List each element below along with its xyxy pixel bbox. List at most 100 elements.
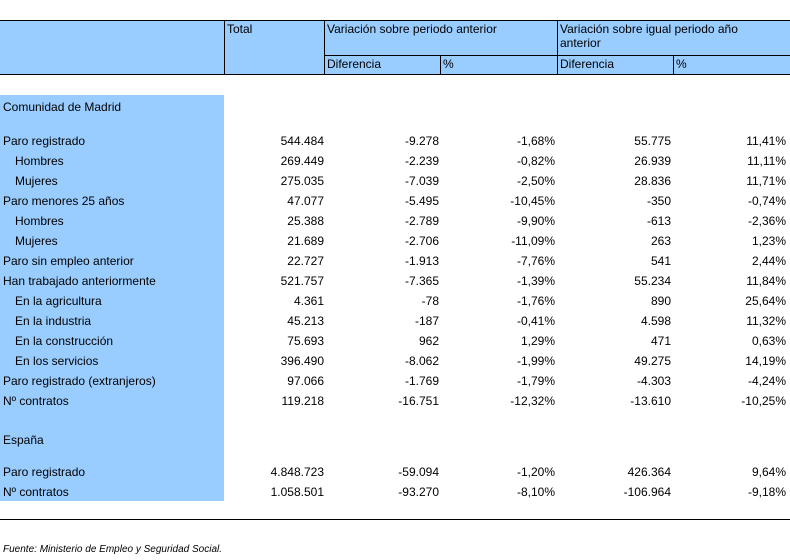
header-diff-year: Diferencia <box>560 57 615 71</box>
cell-diff-prev: -59.094 <box>398 465 439 479</box>
cell-pct-prev: -1,39% <box>516 274 555 288</box>
table-row: Paro registrado (extranjeros) 97.066 -1.76… <box>0 371 790 391</box>
table-row: En los servicios 396.490 -8.062 -1,99% 49.27… <box>0 351 790 371</box>
cell-pct-year: 2,44% <box>751 254 786 268</box>
cell-diff-prev: -1.913 <box>404 254 439 268</box>
row-label: En los servicios <box>15 354 99 368</box>
cell-total: 275.035 <box>280 174 324 188</box>
table-row: Han trabajado anteriormente 521.757 -7.365… <box>0 271 790 291</box>
section-title-spain: España <box>3 433 44 447</box>
cell-pct-year: -10,25% <box>741 394 786 408</box>
cell-pct-year: 25,64% <box>745 294 786 308</box>
cell-pct-year: -9,18% <box>747 485 786 499</box>
cell-pct-year: 11,41% <box>746 134 786 148</box>
table-row: Hombres 25.388 -2.789 -9,90% -613 -2,36% <box>0 211 790 231</box>
cell-diff-year: -613 <box>646 214 671 228</box>
cell-diff-prev: -7.039 <box>404 174 439 188</box>
cell-pct-prev: -10,45% <box>510 194 555 208</box>
cell-pct-year: -2,36% <box>747 214 786 228</box>
row-label: Nº contratos <box>3 394 69 408</box>
cell-diff-prev: -7.365 <box>404 274 439 288</box>
cell-total: 4.848.723 <box>270 465 324 479</box>
header-var-prev: Variación sobre periodo anterior <box>327 22 497 36</box>
cell-pct-year: 11,84% <box>746 274 786 288</box>
row-label: En la construcción <box>15 334 114 348</box>
table-row: Paro sin empleo anterior 22.727 -1.913 -7,7… <box>0 251 790 271</box>
cell-diff-year: 4.598 <box>640 314 671 328</box>
cell-pct-prev: -1,99% <box>516 354 555 368</box>
cell-diff-year: 49.275 <box>634 354 671 368</box>
header-top-border <box>0 20 790 21</box>
header-col-divider <box>440 55 441 75</box>
row-label: Paro sin empleo anterior <box>3 254 134 268</box>
row-label: Mujeres <box>15 234 58 248</box>
cell-total: 75.693 <box>287 334 324 348</box>
cell-pct-prev: 1,29% <box>520 334 555 348</box>
cell-diff-prev: -2.789 <box>404 214 439 228</box>
cell-diff-year: 26.939 <box>634 154 671 168</box>
cell-total: 97.066 <box>287 374 324 388</box>
cell-pct-year: 11,71% <box>746 174 786 188</box>
cell-diff-year: 890 <box>650 294 671 308</box>
row-label: Paro menores 25 años <box>3 194 125 208</box>
header-col-divider <box>557 20 558 75</box>
cell-total: 22.727 <box>287 254 324 268</box>
header-col-divider <box>673 55 674 75</box>
cell-diff-prev: -1.769 <box>404 374 439 388</box>
table-row: En la agricultura 4.361 -78 -1,76% 890 25,64% <box>0 291 790 311</box>
cell-total: 4.361 <box>293 294 324 308</box>
table-row: Mujeres 275.035 -7.039 -2,50% 28.836 11,71% <box>0 171 790 191</box>
table-bottom-border <box>0 519 790 520</box>
cell-diff-year: 426.364 <box>627 465 671 479</box>
cell-diff-prev: 962 <box>418 334 439 348</box>
cell-pct-year: 11,11% <box>747 154 786 168</box>
table-row: Paro registrado 544.484 -9.278 -1,68% 55.775… <box>0 131 790 151</box>
cell-pct-year: 14,19% <box>745 354 786 368</box>
header-pct-year: % <box>676 57 687 71</box>
table-row: En la construcción 75.693 962 1,29% 471 0,63% <box>0 331 790 351</box>
cell-diff-year: 28.836 <box>634 174 671 188</box>
header-total: Total <box>227 22 253 36</box>
cell-pct-year: 11,32% <box>746 314 786 328</box>
cell-diff-year: 55.234 <box>634 274 671 288</box>
row-label: Han trabajado anteriormente <box>3 274 156 288</box>
cell-total: 1.058.501 <box>270 485 324 499</box>
cell-pct-prev: -0,82% <box>516 154 555 168</box>
cell-diff-prev: -2.706 <box>404 234 439 248</box>
cell-diff-prev: -9.278 <box>404 134 439 148</box>
cell-pct-year: -4,24% <box>747 374 786 388</box>
cell-total: 521.757 <box>280 274 324 288</box>
header-pct-prev: % <box>443 57 454 71</box>
cell-total: 396.490 <box>280 354 324 368</box>
cell-pct-prev: -1,79% <box>516 374 555 388</box>
header-diff-prev: Diferencia <box>327 57 382 71</box>
row-label: Paro registrado (extranjeros) <box>3 374 156 388</box>
cell-pct-prev: -1,20% <box>516 465 555 479</box>
header-col-divider <box>224 20 225 75</box>
cell-total: 269.449 <box>280 154 324 168</box>
row-label: En la industria <box>15 314 92 328</box>
header-var-year: Variación sobre igual periodo año anteri… <box>560 22 738 50</box>
cell-pct-prev: -1,76% <box>516 294 555 308</box>
cell-pct-year: 1,23% <box>751 234 786 248</box>
cell-pct-prev: -11,09% <box>511 234 555 248</box>
section-title-madrid: Comunidad de Madrid <box>3 100 122 114</box>
cell-diff-prev: -93.270 <box>398 485 439 499</box>
table-row: Nº contratos 119.218 -16.751 -12,32% -13.610… <box>0 391 790 411</box>
cell-diff-year: -13.610 <box>630 394 671 408</box>
table-row: Paro menores 25 años 47.077 -5.495 -10,45% -… <box>0 191 790 211</box>
cell-total: 21.689 <box>287 234 324 248</box>
cell-diff-year: 541 <box>650 254 671 268</box>
table-header <box>0 20 790 75</box>
cell-diff-year: 55.775 <box>634 134 671 148</box>
row-label: Hombres <box>15 214 64 228</box>
cell-total: 544.484 <box>280 134 324 148</box>
cell-diff-prev: -187 <box>414 314 439 328</box>
row-label: Mujeres <box>15 174 58 188</box>
cell-diff-year: -106.964 <box>623 485 671 499</box>
cell-diff-prev: -8.062 <box>404 354 439 368</box>
cell-pct-year: 0,63% <box>751 334 786 348</box>
cell-pct-prev: -7,76% <box>516 254 555 268</box>
cell-diff-year: 263 <box>650 234 671 248</box>
header-col-divider <box>324 20 325 75</box>
